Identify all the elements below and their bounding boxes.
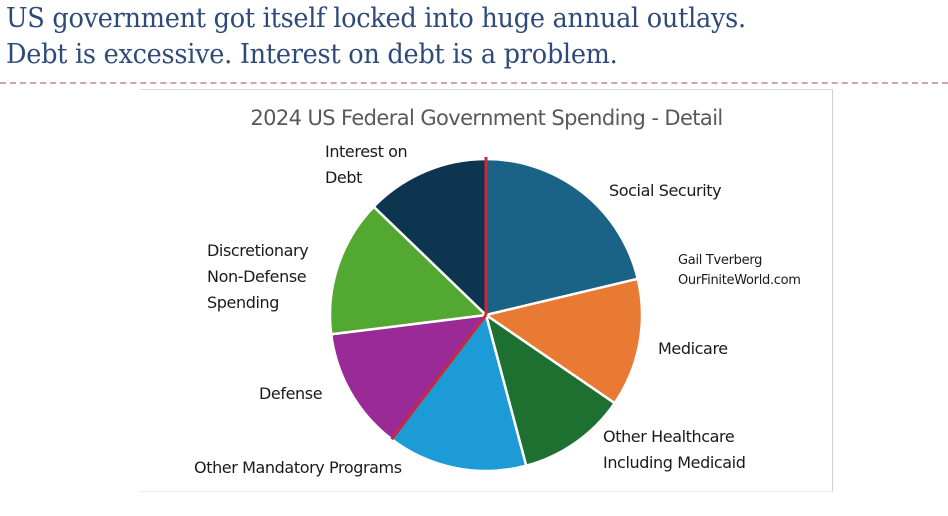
attribution: Gail Tverberg OurFiniteWorld.com <box>678 251 801 291</box>
label-interest-line-1: Interest on <box>325 142 408 161</box>
pie-slice-interest-on-debt <box>372 157 488 317</box>
label-other-mandatory-line-1: Other Mandatory Programs <box>194 458 402 477</box>
chart-frame <box>140 89 833 492</box>
pie-slice-other-healthcare-including-medicaid <box>484 313 616 467</box>
headline-line-1: US government got itself locked into hug… <box>6 2 746 34</box>
label-discretionary-line-2: Non-Defense <box>207 267 307 286</box>
label-defense-line-1: Defense <box>259 384 323 403</box>
pie-slice-medicare <box>484 277 644 405</box>
label-interest-line-2: Debt <box>325 168 362 187</box>
headline: US government got itself locked into hug… <box>6 0 880 72</box>
label-other-healthcare: Other Healthcare Including Medicaid <box>603 424 746 476</box>
label-other-healthcare-line-1: Other Healthcare <box>603 427 735 446</box>
pie-slice-other-mandatory-programs <box>390 313 528 473</box>
label-medicare: Medicare <box>658 336 728 362</box>
attribution-author: Gail Tverberg <box>678 253 763 268</box>
label-defense: Defense <box>259 381 323 407</box>
label-medicare-line-1: Medicare <box>658 339 728 358</box>
label-discretionary: Discretionary Non-Defense Spending <box>207 238 309 316</box>
label-other-mandatory: Other Mandatory Programs <box>194 455 402 481</box>
label-social-security: Social Security <box>609 178 722 204</box>
attribution-site: OurFiniteWorld.com <box>678 273 801 288</box>
dashed-divider <box>0 82 948 84</box>
label-interest-on-debt: Interest on Debt <box>325 139 408 191</box>
headline-line-2: Debt is excessive. Interest on debt is a… <box>6 38 618 70</box>
highlight-radius-line-2 <box>390 314 488 441</box>
pie-slice-defense <box>329 313 488 441</box>
label-other-healthcare-line-2: Including Medicaid <box>603 453 746 472</box>
pie-slice-discretionary-non-defense-spending <box>328 205 488 336</box>
label-social-security-line-1: Social Security <box>609 181 722 200</box>
chart-title: 2024 US Federal Government Spending - De… <box>250 106 723 130</box>
label-discretionary-line-1: Discretionary <box>207 241 309 260</box>
pie-slice-social-security <box>484 157 640 317</box>
label-discretionary-line-3: Spending <box>207 293 279 312</box>
